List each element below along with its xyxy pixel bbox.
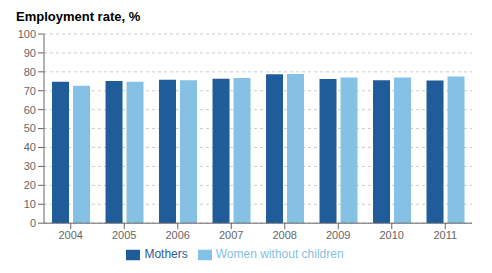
html-text:Women without children: Women without children [215,247,344,262]
svg-text:60: 60 [24,104,36,116]
svg-text:2008: 2008 [273,229,297,241]
svg-text:2009: 2009 [326,229,350,241]
svg-text:100: 100 [18,28,36,40]
svg-text:30: 30 [24,160,36,172]
svg-text:40: 40 [24,141,36,153]
svg-text:2011: 2011 [433,229,457,241]
svg-text:2010: 2010 [380,229,404,241]
svg-text:2007: 2007 [219,229,243,241]
svg-text:2004: 2004 [59,229,83,241]
svg-text:90: 90 [24,47,36,59]
svg-text:80: 80 [24,66,36,78]
svg-text:70: 70 [24,85,36,97]
html-text:Employment rate, %: Employment rate, % [16,9,141,24]
html-text:Mothers: Mothers [144,247,188,262]
svg-text:20: 20 [24,179,36,191]
svg-text:50: 50 [24,122,36,134]
svg-text:2005: 2005 [112,229,136,241]
svg-text:10: 10 [24,198,36,210]
svg-text:0: 0 [30,217,36,229]
svg-text:2006: 2006 [166,229,190,241]
